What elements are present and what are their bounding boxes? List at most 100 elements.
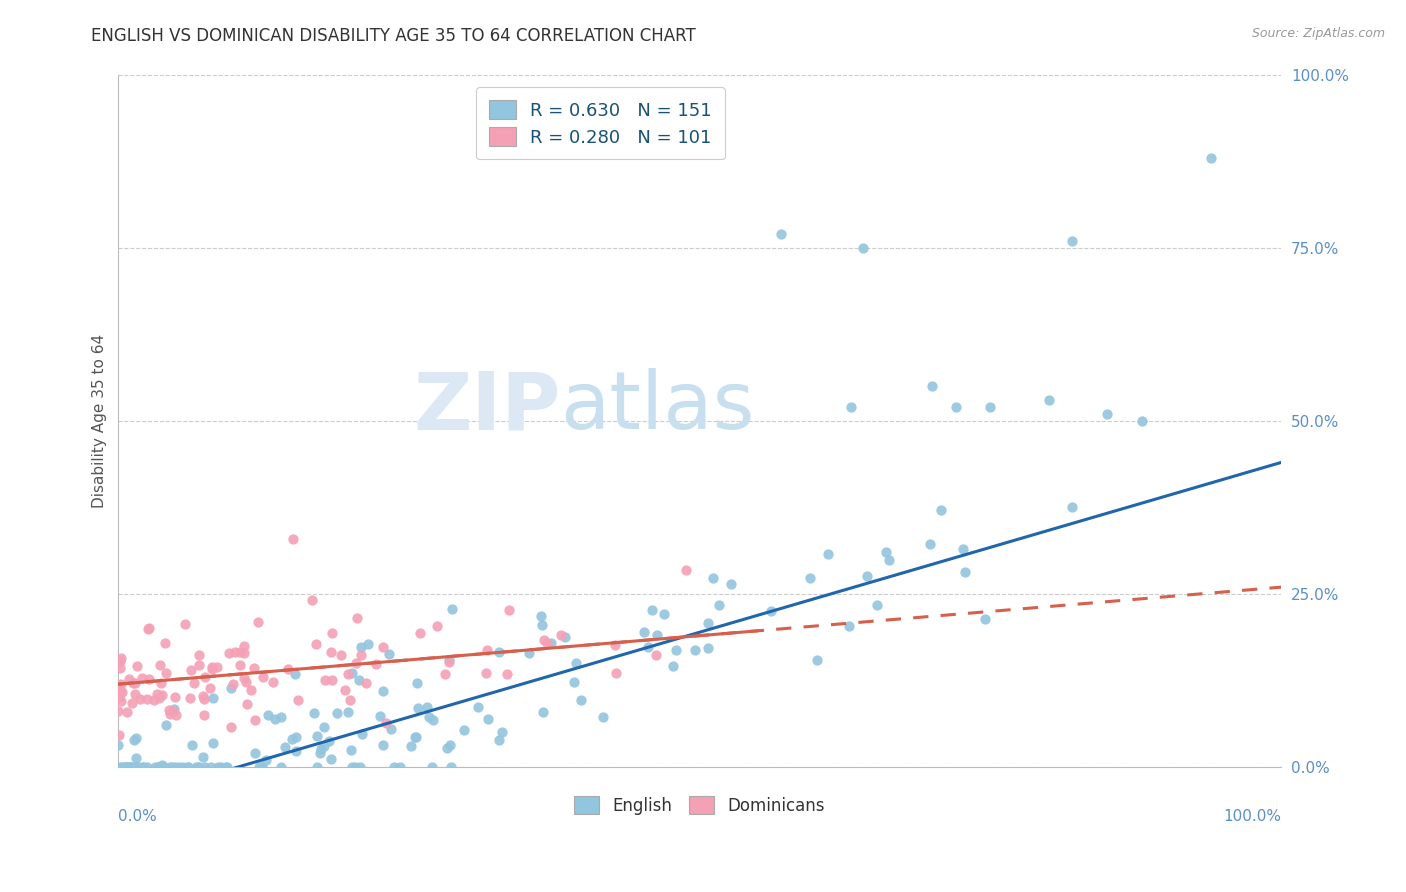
Text: 100.0%: 100.0% <box>1223 809 1281 824</box>
Point <box>254 753 277 767</box>
Point <box>232 639 254 653</box>
Point <box>569 693 592 707</box>
Point <box>806 653 828 667</box>
Point <box>380 722 402 736</box>
Point <box>127 760 149 774</box>
Point <box>138 621 160 635</box>
Point <box>350 727 373 741</box>
Point <box>187 648 209 663</box>
Point <box>249 760 271 774</box>
Point <box>720 576 742 591</box>
Point <box>683 643 706 657</box>
Point <box>652 607 675 621</box>
Point <box>247 615 270 629</box>
Point <box>838 618 860 632</box>
Point <box>165 707 187 722</box>
Point <box>540 635 562 649</box>
Point <box>314 739 336 753</box>
Point <box>250 760 273 774</box>
Point <box>356 676 378 690</box>
Point <box>418 709 440 723</box>
Point <box>107 690 129 705</box>
Point <box>194 671 217 685</box>
Point <box>702 571 724 585</box>
Point <box>603 638 626 652</box>
Point <box>696 640 718 655</box>
Point <box>357 637 380 651</box>
Point <box>496 667 519 681</box>
Point <box>945 400 967 414</box>
Point <box>118 760 141 774</box>
Point <box>145 760 167 774</box>
Point <box>174 617 197 632</box>
Point <box>232 671 254 685</box>
Point <box>281 731 304 746</box>
Point <box>405 731 427 745</box>
Point <box>474 665 496 680</box>
Point <box>146 760 169 774</box>
Point <box>373 683 395 698</box>
Point <box>488 645 510 659</box>
Point <box>217 760 239 774</box>
Point <box>399 739 422 754</box>
Text: atlas: atlas <box>560 368 755 446</box>
Point <box>114 760 136 774</box>
Point <box>305 637 328 651</box>
Point <box>148 691 170 706</box>
Point <box>433 666 456 681</box>
Point <box>107 704 129 718</box>
Point <box>110 694 132 708</box>
Point <box>877 552 900 566</box>
Point <box>920 536 942 550</box>
Point <box>374 716 396 731</box>
Point <box>856 568 879 582</box>
Point <box>200 681 222 696</box>
Point <box>1038 393 1060 408</box>
Point <box>201 662 224 676</box>
Point <box>329 648 352 662</box>
Point <box>467 699 489 714</box>
Text: 0.0%: 0.0% <box>118 809 157 824</box>
Point <box>696 616 718 631</box>
Point <box>218 647 240 661</box>
Point <box>107 738 129 752</box>
Point <box>219 681 242 696</box>
Point <box>201 736 224 750</box>
Point <box>637 640 659 654</box>
Point <box>305 730 328 744</box>
Point <box>193 689 215 703</box>
Point <box>344 656 367 670</box>
Point <box>180 663 202 677</box>
Point <box>308 747 330 761</box>
Point <box>142 692 165 706</box>
Point <box>150 757 173 772</box>
Point <box>364 657 387 671</box>
Point <box>536 635 558 649</box>
Point <box>318 734 340 748</box>
Point <box>201 660 224 674</box>
Point <box>160 760 183 774</box>
Point <box>1095 407 1118 421</box>
Point <box>759 604 782 618</box>
Point <box>605 665 627 680</box>
Point <box>177 760 200 774</box>
Point <box>979 400 1001 414</box>
Point <box>247 760 270 774</box>
Point <box>138 672 160 686</box>
Point <box>229 645 252 659</box>
Point <box>1060 500 1083 514</box>
Point <box>770 227 793 241</box>
Point <box>285 744 308 758</box>
Point <box>207 760 229 774</box>
Point <box>132 760 155 774</box>
Point <box>121 760 143 774</box>
Point <box>336 666 359 681</box>
Point <box>108 728 131 742</box>
Point <box>875 545 897 559</box>
Point <box>108 683 131 698</box>
Point <box>851 241 873 255</box>
Point <box>205 660 228 674</box>
Point <box>304 706 326 721</box>
Point <box>439 760 461 774</box>
Point <box>114 760 136 774</box>
